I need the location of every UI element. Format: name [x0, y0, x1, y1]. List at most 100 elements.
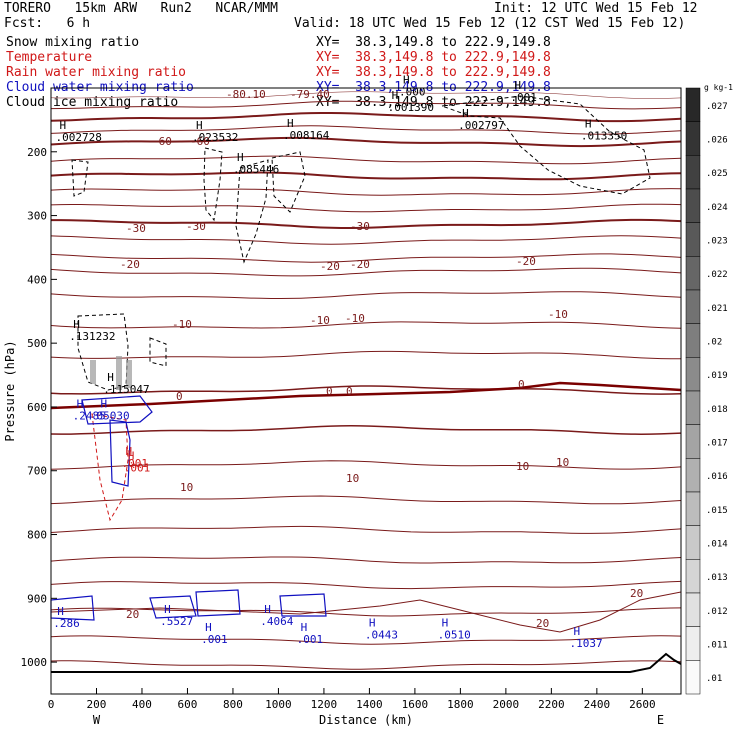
- maxima-labels: H.002728H.023532H.008164H.085446H.001390…: [53, 74, 627, 650]
- field-label-snow: Snow mixing ratio: [6, 35, 140, 50]
- colorbar-label: .025: [706, 169, 728, 179]
- cloud-ice-contour: [235, 159, 269, 264]
- colorbar-label: .014: [706, 540, 728, 550]
- colorbar-label: .013: [706, 573, 728, 583]
- field-xy-rain: XY= 38.3,149.8 to 222.9,149.8: [316, 65, 551, 80]
- temperature-isoline: [50, 350, 681, 360]
- maximum-marker: H: [462, 107, 469, 120]
- y-tick-label: 300: [27, 210, 47, 223]
- temperature-isoline: [50, 136, 682, 148]
- temperature-isoline: [50, 580, 682, 590]
- colorbar-label: .02: [706, 338, 722, 348]
- temperature-isoline: [50, 171, 682, 181]
- maximum-label: .008164: [283, 129, 330, 142]
- y-tick-label: 400: [27, 273, 47, 286]
- colorbar-label: .015: [706, 506, 728, 516]
- maximum-marker: H: [73, 318, 80, 331]
- maximum-marker: H: [128, 449, 135, 462]
- maximum-label: .286: [53, 617, 80, 630]
- contour-label: 10: [180, 481, 193, 494]
- snow-shading: [116, 356, 122, 390]
- cloud-water-contour: [109, 419, 131, 487]
- maximum-marker: H: [196, 119, 203, 132]
- temperature-isoline: [50, 460, 682, 470]
- axes: 0 200 400 600 800 1000 1200 1400 1600 1800 2000 220…: [3, 146, 664, 727]
- colorbar-label: .011: [706, 641, 728, 651]
- cloud-ice-contour: [271, 151, 306, 213]
- temperature-isoline: [50, 267, 682, 277]
- colorbar-label: .019: [706, 371, 728, 381]
- colorbar-swatch: [685, 222, 701, 257]
- x-tick-label: 2400: [584, 698, 611, 711]
- contour-label: -79.40: [290, 88, 330, 101]
- colorbar-label: .018: [706, 405, 728, 415]
- rain-contour: [91, 413, 129, 522]
- contour-label: -10: [345, 312, 365, 325]
- contour-label: -20: [320, 260, 340, 273]
- contour-label: 10: [516, 460, 529, 473]
- temperature-isoline: [50, 556, 682, 564]
- maximum-marker: H: [164, 603, 171, 616]
- colorbar-swatch: [685, 323, 701, 358]
- contour-label: -60: [190, 135, 210, 148]
- cloud-ice-contour: [149, 337, 167, 367]
- maximum-marker: H: [100, 398, 107, 411]
- field-label-temperature: Temperature: [6, 50, 93, 65]
- contour-label: -10: [548, 308, 568, 321]
- terrain-line: [51, 652, 682, 673]
- field-label-cloud-ice: Cloud ice mixing ratio: [6, 95, 179, 110]
- temperature-isoline: [50, 385, 682, 395]
- forecast-hour: Fcst: 6 h: [4, 16, 91, 31]
- colorbar-units: g kg-1: [704, 83, 733, 92]
- maximum-label: .0443: [365, 629, 398, 642]
- y-tick-label: 800: [27, 529, 47, 542]
- maximum-marker: H: [369, 617, 376, 630]
- maximum-label: .000: [399, 86, 426, 99]
- maximum-marker: H: [77, 398, 84, 411]
- x-tick-label: 600: [178, 698, 198, 711]
- maximum-marker: H: [514, 79, 521, 92]
- maximum-marker: H: [287, 117, 294, 130]
- temperature-isoline: [50, 660, 682, 670]
- maximum-label: .002797: [458, 119, 504, 132]
- cloud-ice-contour: [441, 95, 651, 195]
- contour-label: -80.10: [226, 88, 266, 101]
- field-xy-snow: XY= 38.3,149.8 to 222.9,149.8: [316, 35, 551, 50]
- temperature-isoline: [50, 607, 682, 617]
- model-title: TORERO 15km ARW Run2 NCAR/MMM: [4, 1, 278, 16]
- x-tick-label: 1800: [447, 698, 474, 711]
- temperature-isoline: [50, 635, 682, 645]
- x-tick-label: 200: [87, 698, 107, 711]
- colorbar-swatch: [685, 424, 701, 459]
- temperature-isoline: [51, 218, 682, 229]
- x-tick-label: 1200: [311, 698, 338, 711]
- temperature-isoline-20: [50, 591, 682, 633]
- y-axis-label: Pressure (hPa): [3, 340, 17, 441]
- maximum-marker: H: [442, 617, 449, 630]
- terrain-surface: [51, 652, 682, 673]
- x-tick-label: 1400: [356, 698, 383, 711]
- temperature-isoline: [50, 112, 682, 123]
- maximum-label: .001390: [388, 101, 434, 114]
- maximum-marker: H: [205, 621, 212, 634]
- maximum-marker: H: [126, 445, 133, 458]
- colorbar-swatch: [685, 660, 701, 695]
- maximum-marker: H: [107, 371, 114, 384]
- colorbar-swatch: [685, 559, 701, 594]
- temperature-isoline: [50, 253, 682, 263]
- y-tick-label: 200: [27, 146, 47, 159]
- colorbar-label: .017: [706, 439, 728, 449]
- maximum-label: .013350: [581, 130, 627, 143]
- contour-label: 0: [518, 378, 525, 391]
- colorbar-swatch: [685, 155, 701, 190]
- maximum-label: .001: [201, 633, 228, 646]
- snow-shading: [126, 360, 132, 388]
- maximum-label: .001: [510, 91, 536, 104]
- colorbar-swatch: [685, 626, 701, 661]
- colorbar-swatch: [685, 256, 701, 291]
- contour-label: -60: [152, 135, 172, 148]
- colorbar-label: .016: [706, 472, 728, 482]
- cloud-ice-contour: [203, 147, 223, 222]
- contour-label: -30: [186, 220, 206, 233]
